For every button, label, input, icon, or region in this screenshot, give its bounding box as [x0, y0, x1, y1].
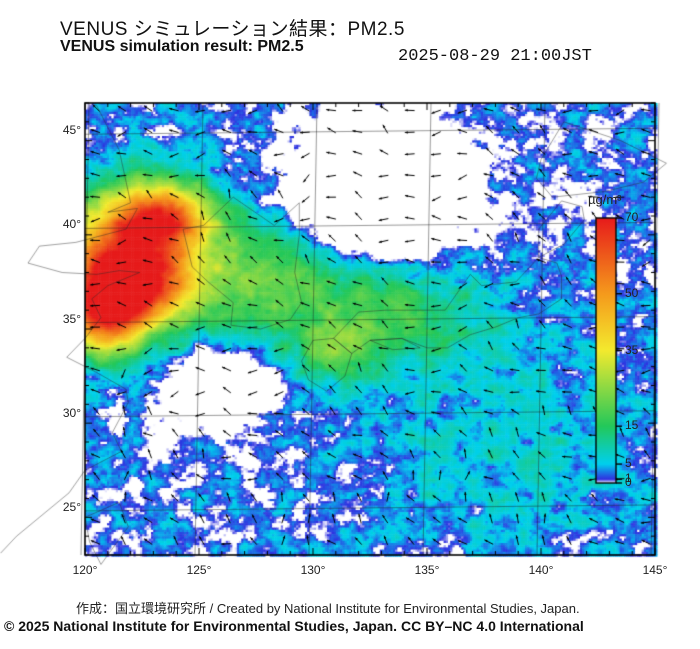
lat-tick-label-45: 45° — [55, 123, 81, 137]
colorbar-tick-label-15: 15 — [625, 418, 638, 432]
lon-tick-label-140: 140° — [527, 563, 555, 577]
colorbar-tick-label-5: 5 — [625, 456, 632, 470]
colorbar-tick-label-70: 70 — [625, 210, 638, 224]
lat-tick-label-35: 35° — [55, 312, 81, 326]
colorbar-tick-label-35: 35 — [625, 343, 638, 357]
pm25-map-canvas — [0, 0, 700, 649]
timestamp-label: 2025-08-29 21:00JST — [398, 47, 592, 66]
lat-tick-label-30: 30° — [55, 406, 81, 420]
lat-tick-label-25: 25° — [55, 500, 81, 514]
title-jp: VENUS シミュレーション結果：PM2.5 — [60, 14, 405, 41]
lat-tick-label-40: 40° — [55, 217, 81, 231]
footer-credit-en: © 2025 National Institute for Environmen… — [4, 618, 584, 634]
lon-tick-label-145: 145° — [641, 563, 669, 577]
footer-credit-jp: 作成：国立環境研究所 / Created by National Institu… — [76, 598, 580, 617]
colorbar-tick-label-50: 50 — [625, 286, 638, 300]
title-en: VENUS simulation result: PM2.5 — [60, 38, 304, 56]
lon-tick-label-125: 125° — [185, 563, 213, 577]
lon-tick-label-135: 135° — [413, 563, 441, 577]
colorbar-unit-label: µg/m³ — [588, 192, 622, 207]
lon-tick-label-120: 120° — [71, 563, 99, 577]
lon-tick-label-130: 130° — [299, 563, 327, 577]
colorbar-tick-label-1: 1 — [625, 471, 632, 485]
